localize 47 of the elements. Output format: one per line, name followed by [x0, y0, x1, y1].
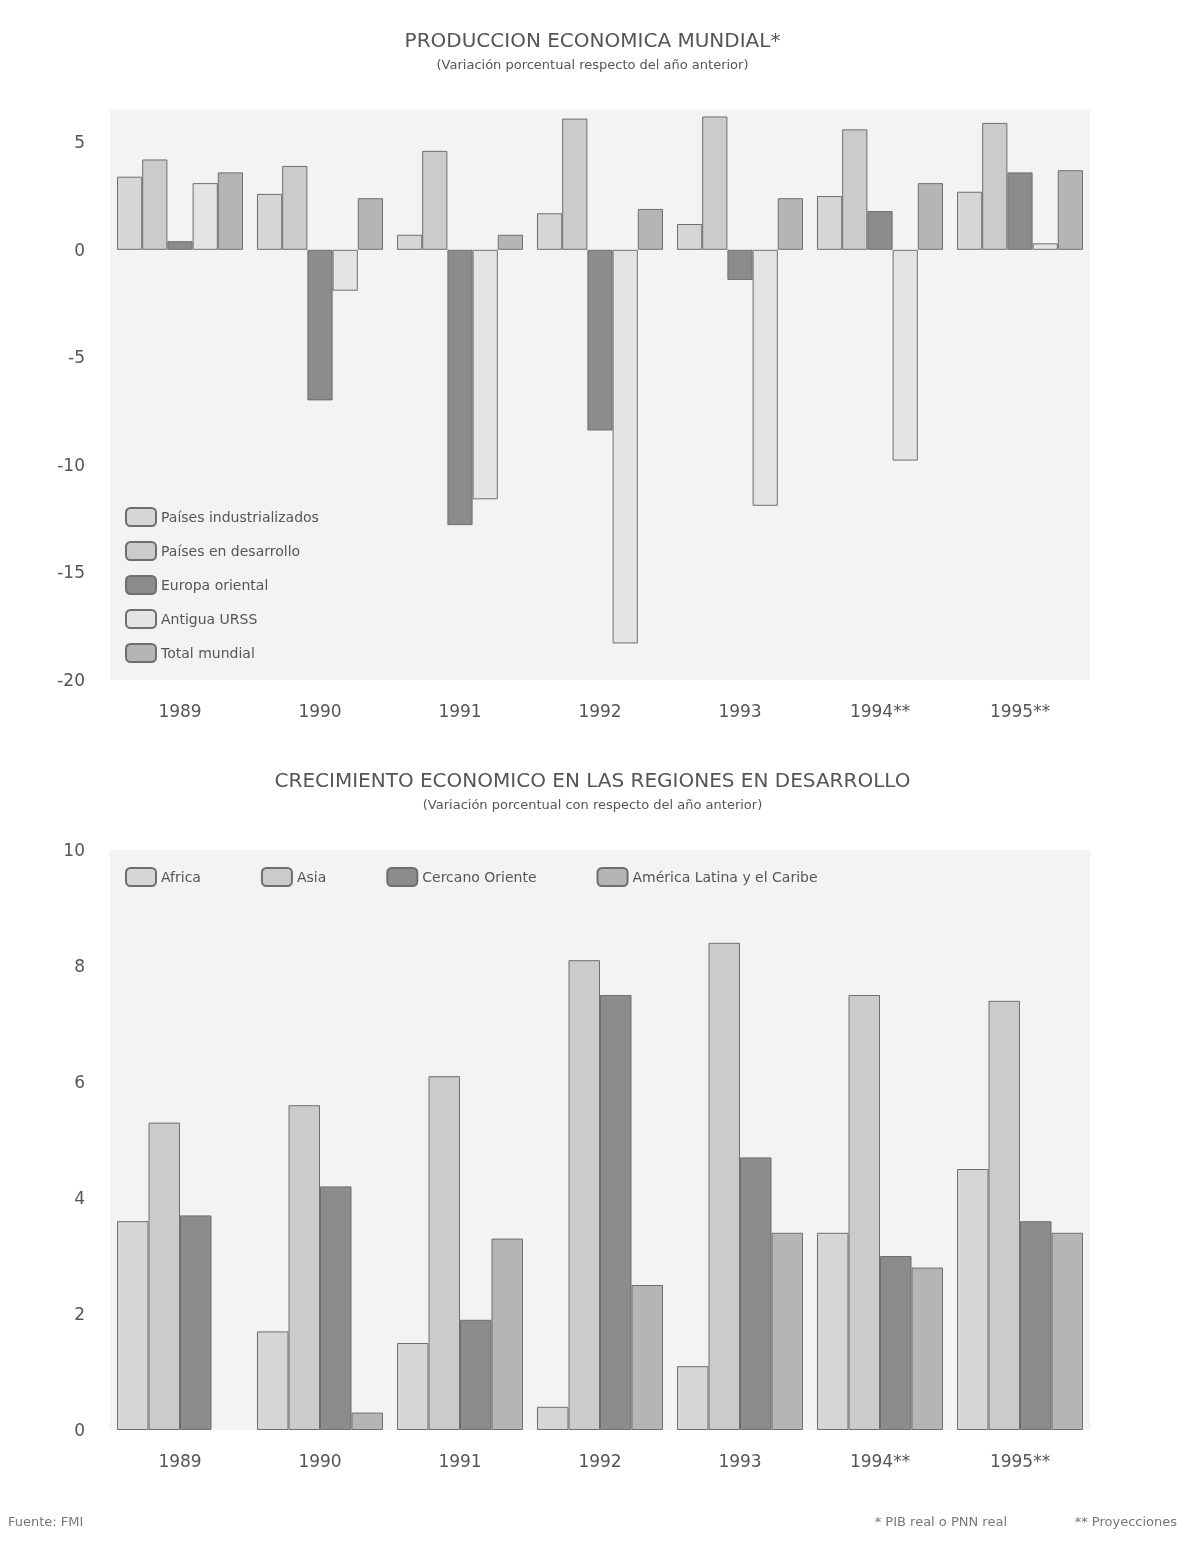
legend-label: Países industrializados — [161, 509, 319, 525]
y-tick-label: 0 — [74, 1420, 85, 1440]
legend-label: América Latina y el Caribe — [632, 869, 818, 885]
y-tick-label: 6 — [74, 1072, 85, 1092]
x-tick-label: 1992 — [578, 700, 622, 721]
source-note: Fuente: FMI — [8, 1514, 84, 1529]
y-tick-label: 4 — [74, 1188, 85, 1208]
chart-subtitle: (Variación porcentual respecto del año anterior) — [436, 57, 749, 72]
x-tick-label: 1995** — [989, 1450, 1051, 1471]
legend-label: Asia — [296, 869, 327, 885]
legend-label: Países en desarrollo — [161, 543, 301, 559]
x-tick-label: 1993 — [718, 1450, 762, 1471]
chart-title: CRECIMIENTO ECONOMICO EN LAS REGIONES EN DESARROLLO — [274, 768, 911, 792]
x-tick-label: 1993 — [718, 700, 762, 721]
x-tick-label: 1991 — [438, 700, 482, 721]
x-tick-label: 1990 — [298, 700, 342, 721]
x-tick-label: 1990 — [298, 1450, 342, 1471]
x-tick-label: 1989 — [158, 1450, 202, 1471]
bar — [497, 234, 523, 250]
legend-label: Cercano Oriente — [422, 869, 537, 885]
bar — [357, 198, 383, 250]
bar — [777, 198, 803, 250]
y-tick-label: 8 — [74, 956, 85, 976]
y-tick-label: -10 — [57, 454, 85, 475]
y-tick-label: -15 — [57, 562, 85, 583]
x-tick-label: 1995** — [989, 700, 1051, 721]
legend-label: Antigua URSS — [161, 611, 258, 627]
bar — [637, 208, 663, 250]
y-tick-label: 0 — [74, 239, 85, 260]
y-tick-label: 10 — [63, 840, 85, 860]
y-tick-label: 2 — [74, 1304, 85, 1324]
y-tick-label: -20 — [57, 670, 85, 690]
legend-label: Total mundial — [160, 645, 255, 661]
x-tick-label: 1994** — [849, 1450, 911, 1471]
x-tick-label: 1991 — [438, 1450, 482, 1471]
text: * PIB real o PNN real — [874, 1514, 1008, 1529]
text: ** Proyecciones — [1074, 1514, 1178, 1529]
y-tick-label: 5 — [74, 132, 85, 153]
y-tick-label: -5 — [68, 347, 85, 368]
legend-label: Europa oriental — [161, 577, 269, 593]
bar — [917, 183, 943, 250]
chart-subtitle: (Variación porcentual con respecto del año anterior) — [422, 797, 763, 812]
chart-title: PRODUCCION ECONOMICA MUNDIAL* — [404, 28, 781, 52]
x-tick-label: 1989 — [158, 700, 202, 721]
x-tick-label: 1994** — [849, 700, 911, 721]
x-tick-label: 1992 — [578, 1450, 622, 1471]
legend-label: Africa — [161, 869, 201, 885]
